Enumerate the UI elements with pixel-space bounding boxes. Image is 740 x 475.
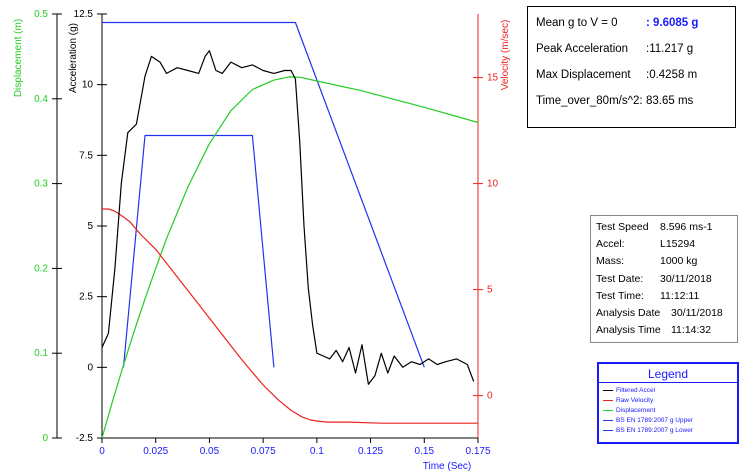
acceleration-axis-title: Acceleration (g): [68, 23, 79, 93]
x-tick-label: 0.025: [143, 446, 168, 457]
series-line-raw-velocity: [102, 208, 478, 424]
x-tick-label: 0.15: [415, 446, 435, 457]
test-info-label: Test Speed: [596, 221, 649, 233]
test-info-value: L15294: [660, 238, 696, 251]
acceleration-tick-label: -2.5: [76, 433, 94, 444]
x-tick-label: 0.125: [358, 446, 383, 457]
summary-label: Peak Acceleration: [536, 43, 629, 55]
test-info-value: 11:12:11: [660, 289, 700, 302]
acceleration-tick-label: 5: [87, 221, 93, 232]
summary-value: :0.4258 m: [646, 69, 698, 81]
legend-divider: [599, 382, 737, 383]
legend-title: Legend: [647, 367, 689, 381]
legend-item: BS EN 1789:2007 g Lower: [603, 427, 693, 434]
legend-swatch: [603, 429, 613, 431]
displacement-tick-label: 0.5: [34, 9, 48, 20]
summary-label: Mean g to V = 0: [536, 17, 618, 29]
test-info-label: Mass:: [596, 255, 625, 268]
summary-label: Max Displacement: [536, 69, 631, 81]
series-lines: [101, 21, 479, 439]
legend-label: BS EN 1789:2007 g Upper: [616, 417, 693, 424]
test-info-label: Analysis Date: [596, 307, 661, 319]
x-axis-title: Time (Sec): [423, 461, 472, 472]
test-info-label: Analysis Time: [596, 324, 661, 337]
displacement-tick-label: 0.4: [34, 94, 48, 105]
x-tick-label: 0.075: [251, 446, 276, 457]
x-tick-label: 0.1: [310, 446, 324, 457]
legend-label: BS EN 1789:2007 g Lower: [616, 427, 693, 434]
series-line-bs-en-1789-2007-g-upper: [102, 21, 425, 368]
velocity-tick-label: 0: [487, 391, 493, 402]
acceleration-tick-label: 2.5: [79, 292, 93, 303]
summary-value: :11.217 g: [646, 43, 694, 55]
test-info-value: 11:14:32: [671, 324, 712, 337]
legend-label: Filtered Accel: [616, 387, 656, 394]
test-info-label: Accel:: [596, 238, 625, 251]
series-line-displacement: [101, 76, 479, 439]
x-tick-label: 0.05: [200, 446, 220, 457]
test-info-value: 8.596 ms-1: [660, 221, 713, 233]
legend-swatch: [603, 409, 613, 411]
velocity-axis-title: Velocity (m/sec): [500, 20, 511, 91]
summary-box: Mean g to V = 0 : 9.6085 g Peak Accelerati…: [527, 6, 736, 128]
displacement-tick-label: 0.1: [34, 348, 48, 359]
series-line-bs-en-1789-2007-g-lower: [122, 134, 275, 368]
series-line-filtered-accel: [101, 50, 475, 385]
x-tick-label: 0: [99, 446, 105, 457]
acceleration-tick-label: 10: [82, 80, 94, 91]
displacement-tick-label: 0.2: [34, 263, 48, 274]
displacement-tick-label: 0: [42, 433, 48, 444]
test-info-label: Test Time:: [596, 289, 644, 302]
legend-label: Raw Velocity: [616, 397, 654, 404]
velocity-tick-label: 10: [487, 179, 499, 190]
test-info-value: 1000 kg: [660, 255, 698, 268]
velocity-tick-label: 15: [487, 73, 499, 84]
legend-swatch: [603, 399, 613, 401]
legend-label: Displacement: [616, 407, 656, 414]
summary-value: 83.65 ms: [646, 95, 694, 107]
acceleration-tick-label: 7.5: [79, 150, 93, 161]
legend-item: BS EN 1789:2007 g Upper: [603, 417, 693, 424]
test-info-box: Test Speed 8.596 ms-1 Accel: L15294 Mass: 100…: [590, 215, 738, 343]
test-info-label: Test Date:: [596, 272, 644, 285]
legend-item: Raw Velocity: [603, 397, 653, 404]
legend: Legend Filtered Accel Raw Velocity Displac…: [597, 362, 739, 444]
acceleration-tick-label: 0: [87, 362, 93, 373]
summary-label: Time_over_80m/s^2:: [536, 95, 643, 107]
test-info-value: 30/11/2018: [660, 272, 712, 285]
displacement-tick-label: 0.3: [34, 179, 48, 190]
legend-item: Filtered Accel: [603, 387, 655, 394]
axis-ticks: 0 0.025 0.05 0.075 0.1 0.125 0.15 0.175 0 0.1 0.2 0…: [34, 9, 498, 457]
test-info-value: 30/11/2018: [671, 307, 723, 319]
x-tick-label: 0.175: [465, 446, 490, 457]
legend-item: Displacement: [603, 407, 655, 414]
displacement-axis-title: Displacement (m): [13, 19, 24, 97]
velocity-tick-label: 5: [487, 285, 493, 296]
summary-value: : 9.6085 g: [646, 17, 699, 29]
legend-swatch: [603, 419, 613, 421]
legend-swatch: [603, 389, 613, 391]
acceleration-tick-label: 12.5: [74, 9, 94, 20]
